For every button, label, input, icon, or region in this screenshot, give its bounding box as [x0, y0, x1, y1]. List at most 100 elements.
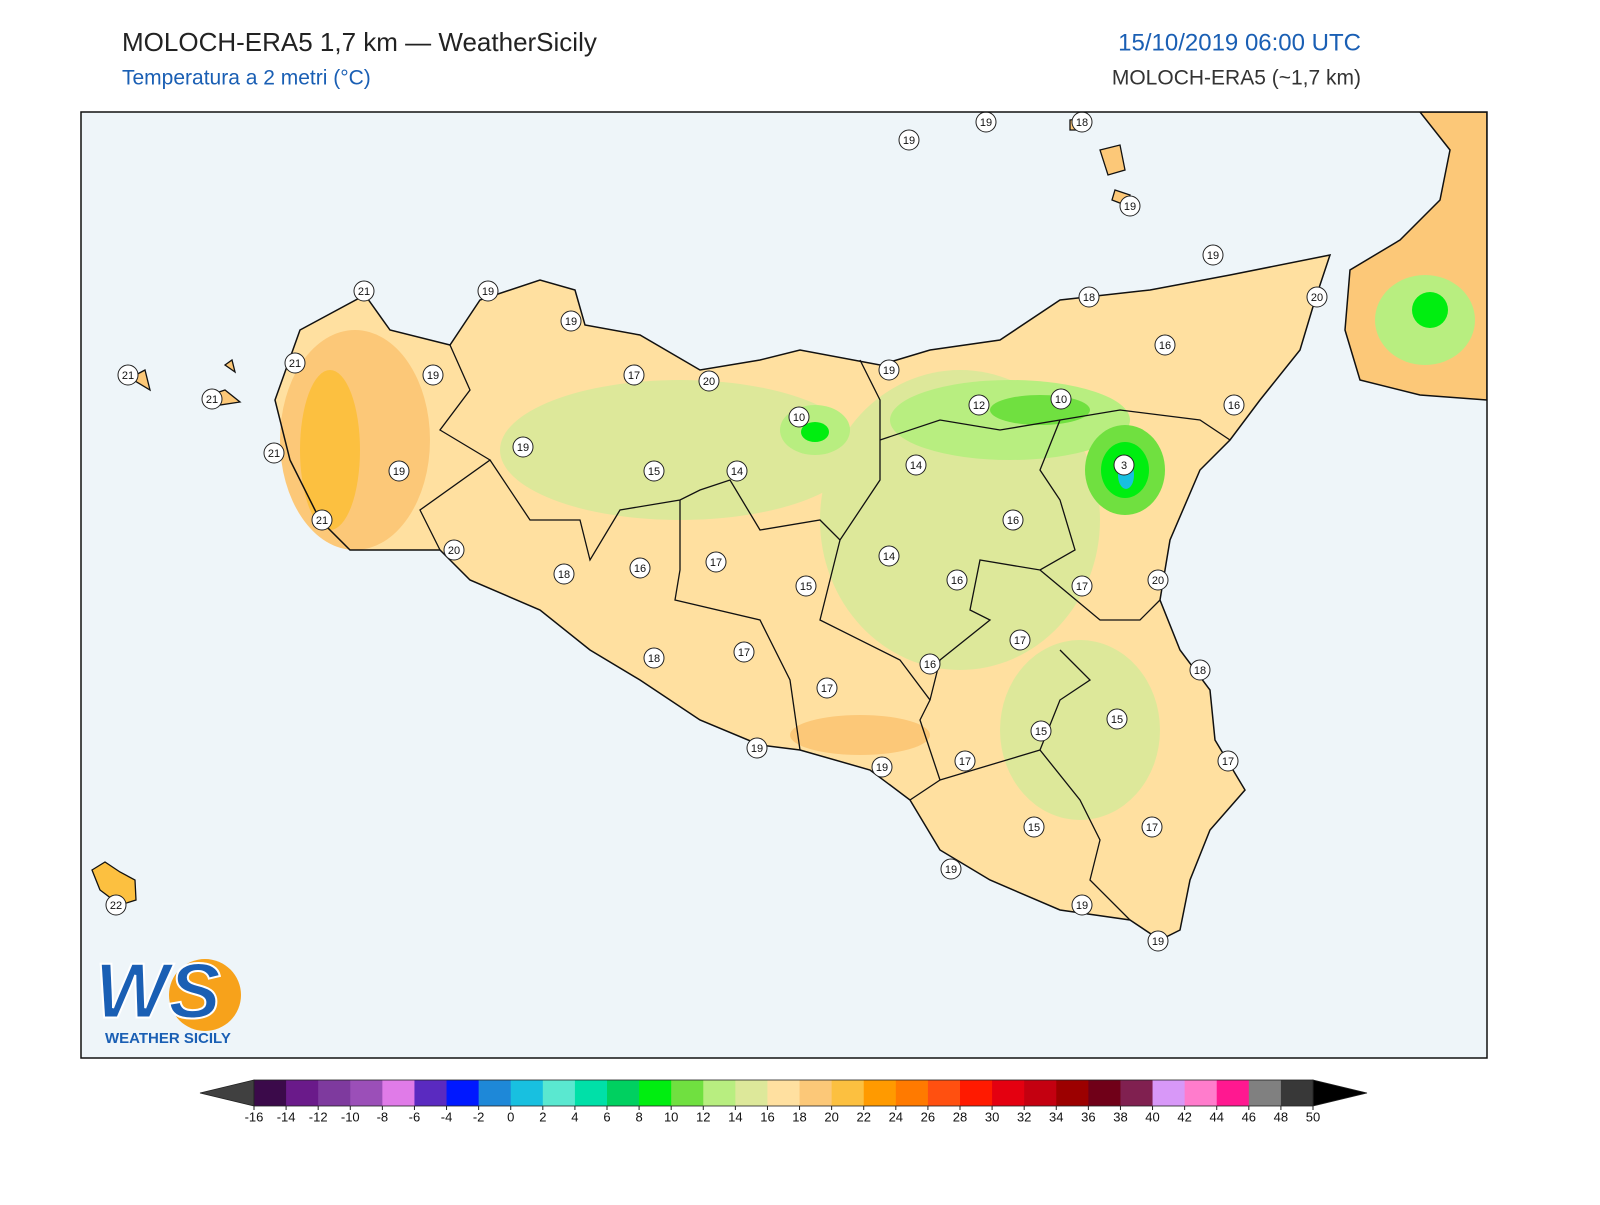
station-marker: [629, 557, 651, 579]
station: 15: [1030, 720, 1052, 742]
station: 20: [443, 539, 465, 561]
province-borders: [419, 344, 1231, 921]
station: 17: [1141, 816, 1163, 838]
temperature-zone: [300, 370, 360, 530]
station-value: 17: [738, 647, 750, 659]
station-value: 15: [1035, 726, 1047, 738]
colorbar-swatch: [767, 1080, 801, 1106]
colorbar-swatch: [992, 1080, 1025, 1106]
colorbar-tick-label: 14: [728, 1109, 742, 1124]
colorbar-swatch: [863, 1080, 897, 1106]
colorbar-swatch: [1216, 1080, 1250, 1106]
temperature-zone: [790, 715, 930, 755]
colorbar-tick-label: 24: [889, 1109, 903, 1124]
colorbar-tick-label: 2: [539, 1109, 546, 1124]
station-marker: [954, 750, 976, 772]
station: 21: [117, 364, 139, 386]
colorbar-swatch: [318, 1080, 351, 1106]
station-value: 19: [903, 135, 915, 147]
station: 19: [512, 436, 534, 458]
station-marker: [284, 352, 306, 374]
station: 14: [878, 545, 900, 567]
colorbar-tick-label: 38: [1113, 1109, 1127, 1124]
station: 19: [940, 858, 962, 880]
colorbar-swatch: [735, 1080, 768, 1106]
station: 14: [905, 454, 927, 476]
map: 19 19 18 19 19 20 18 16 16 19 12 10 3 14 16 14 16 17 20 17 1…: [81, 112, 1487, 1058]
station-value: 20: [703, 376, 715, 388]
station: 17: [954, 750, 976, 772]
temperature-zone: [801, 422, 829, 442]
colorbar-tick-label: 42: [1177, 1109, 1191, 1124]
station: 15: [643, 460, 665, 482]
station-marker: [1071, 112, 1093, 133]
colorbar-tick-label: 40: [1145, 1109, 1159, 1124]
colorbar-tick-label: -8: [377, 1109, 389, 1124]
station-value: 16: [1159, 340, 1171, 352]
colorbar-swatch: [831, 1080, 865, 1106]
station-value: 19: [517, 442, 529, 454]
colorbar-tick-label: -2: [473, 1109, 485, 1124]
colorbar-swatch: [414, 1080, 448, 1106]
station: 17: [1217, 750, 1239, 772]
colorbar-swatch: [254, 1080, 287, 1106]
station: 14: [726, 460, 748, 482]
station: 19: [871, 756, 893, 778]
colorbar-tick-label: 32: [1017, 1109, 1031, 1124]
station-value: 18: [1076, 117, 1088, 129]
station-value: 17: [1222, 756, 1234, 768]
station: 17: [1071, 575, 1093, 597]
colorbar-tick-label: -10: [341, 1109, 360, 1124]
station-marker: [946, 569, 968, 591]
station-marker: [1106, 708, 1128, 730]
station: 17: [816, 677, 838, 699]
station: 15: [1023, 816, 1045, 838]
model-name: MOLOCH-ERA5 (~1,7 km): [1112, 67, 1361, 90]
colorbar-swatch: [1056, 1080, 1089, 1106]
colorbar-tick-label: -14: [277, 1109, 296, 1124]
station-value: 18: [558, 569, 570, 581]
colorbar-tick-label: 0: [507, 1109, 514, 1124]
station: 21: [201, 388, 223, 410]
station-marker: [1154, 334, 1176, 356]
station: 20: [698, 370, 720, 392]
colorbar-swatch: [542, 1080, 576, 1106]
logo-name: WEATHER SICILY: [105, 1030, 231, 1047]
calabria-zone: [1412, 292, 1448, 328]
colorbar-tick-label: -4: [441, 1109, 453, 1124]
station-marker: [968, 394, 990, 416]
station-value: 20: [1152, 575, 1164, 587]
station-marker: [878, 545, 900, 567]
colorbar-tick-label: 6: [603, 1109, 610, 1124]
datetime: 15/10/2019 06:00 UTC: [1118, 29, 1361, 56]
colorbar-swatch: [478, 1080, 512, 1106]
station-marker: [105, 894, 127, 916]
station: 3: [1113, 454, 1135, 476]
station-marker: [746, 737, 768, 759]
station: 21: [284, 352, 306, 374]
colorbar-tick-label: 22: [856, 1109, 870, 1124]
station-value: 16: [1007, 515, 1019, 527]
station-value: 17: [959, 756, 971, 768]
colorbar-over: [1312, 1079, 1368, 1107]
station-marker: [919, 653, 941, 675]
station: 20: [1147, 569, 1169, 591]
station-marker: [311, 509, 333, 531]
colorbar-tick-label: 46: [1242, 1109, 1256, 1124]
station-value: 21: [122, 370, 134, 382]
station: 18: [1071, 112, 1093, 133]
station: 17: [733, 641, 755, 663]
station: 19: [477, 280, 499, 302]
station: 10: [1050, 388, 1072, 410]
station-marker: [388, 460, 410, 482]
colorbar-tick-label: 20: [824, 1109, 838, 1124]
station-value: 21: [289, 358, 301, 370]
station-marker: [512, 436, 534, 458]
colorbar-swatch: [639, 1080, 672, 1106]
station-value: 16: [924, 659, 936, 671]
station-value: 20: [448, 545, 460, 557]
station: 16: [1154, 334, 1176, 356]
colorbar-swatch: [927, 1080, 961, 1106]
station-value: 19: [883, 365, 895, 377]
